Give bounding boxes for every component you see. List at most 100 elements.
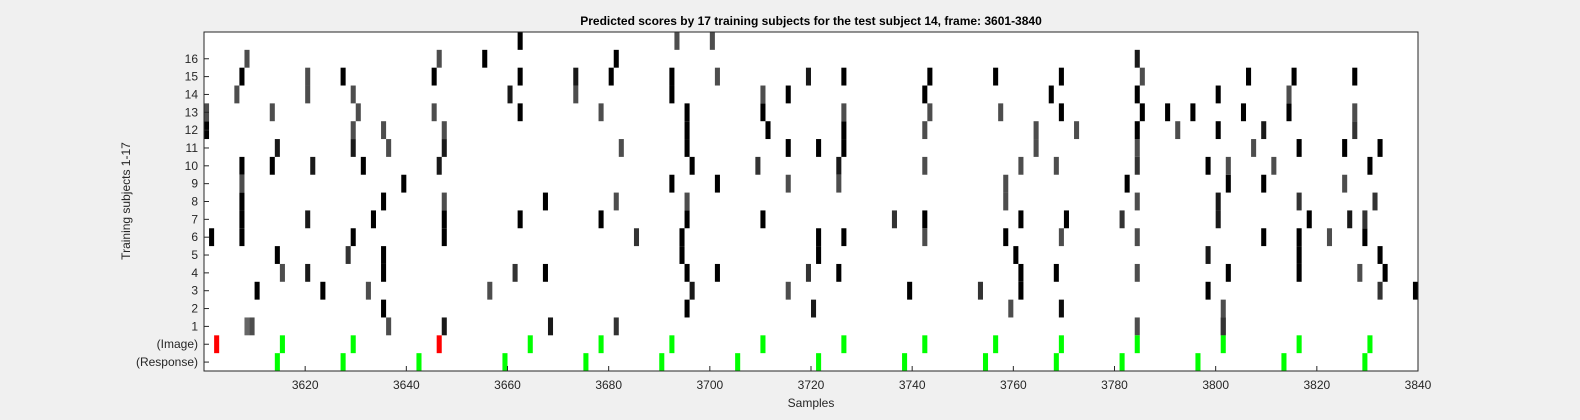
score-cell	[1018, 156, 1024, 175]
response-marker	[274, 353, 280, 371]
score-cell	[714, 263, 720, 282]
score-cell	[1352, 121, 1358, 140]
score-cell	[1215, 121, 1221, 140]
image-event-marker	[436, 335, 442, 354]
score-cell	[1033, 121, 1039, 140]
score-cell	[841, 228, 847, 247]
score-cell	[274, 246, 280, 264]
score-cell	[305, 210, 311, 229]
score-cell	[1058, 299, 1064, 318]
image-event-marker	[598, 335, 604, 354]
score-cell	[684, 299, 690, 318]
score-cell	[573, 85, 579, 104]
score-cell	[977, 281, 983, 300]
x-tick-label: 3720	[798, 378, 825, 392]
score-cell	[1261, 228, 1267, 247]
score-cell	[431, 103, 437, 122]
score-cell	[1342, 139, 1348, 157]
score-cell	[841, 139, 847, 157]
response-marker	[1119, 353, 1125, 371]
score-cell	[608, 67, 614, 86]
response-marker	[1281, 353, 1287, 371]
score-cell	[1063, 210, 1069, 229]
y-tick-label: 11	[186, 141, 199, 155]
score-cell	[517, 103, 523, 122]
image-event-marker	[993, 335, 999, 354]
score-cell	[1205, 246, 1211, 264]
score-cell	[1372, 192, 1378, 211]
score-cell	[350, 85, 356, 104]
x-tick-labels: 3620 3640 3660 3680 3700 3720 3740 3760 3780 3800…	[292, 366, 1432, 392]
score-cell	[1033, 139, 1039, 157]
image-event-marker	[760, 335, 766, 354]
score-cell	[1296, 228, 1302, 247]
score-cell	[684, 263, 690, 282]
score-cell	[679, 228, 685, 247]
score-cell	[684, 210, 690, 229]
score-cell	[340, 67, 346, 86]
score-cell	[1134, 156, 1140, 175]
y-tick-label: 2	[191, 302, 198, 316]
score-cell	[436, 156, 442, 175]
score-cell	[922, 121, 928, 140]
chart-title: Predicted scores by 17 training subjects…	[580, 14, 1042, 28]
score-cell	[1352, 103, 1358, 122]
image-event-marker	[1134, 335, 1140, 354]
score-cell	[370, 210, 376, 229]
score-cell	[1382, 263, 1388, 282]
score-cell	[1225, 156, 1231, 175]
score-cell	[760, 210, 766, 229]
score-cell	[1362, 228, 1368, 247]
score-cell	[305, 85, 311, 104]
score-cell	[805, 263, 811, 282]
image-event-marker	[350, 335, 356, 354]
score-cell	[1008, 299, 1014, 318]
score-cell	[381, 246, 387, 264]
score-cell	[1074, 121, 1080, 140]
score-cell	[269, 156, 275, 175]
score-cell	[254, 281, 260, 300]
y-tick-label: 9	[191, 177, 198, 191]
score-cell	[239, 210, 245, 229]
events-layer	[214, 335, 1373, 371]
score-cell	[507, 85, 513, 104]
score-cell	[1251, 139, 1257, 157]
response-marker	[1195, 353, 1201, 371]
x-tick-label: 3780	[1101, 378, 1128, 392]
score-cell	[679, 246, 685, 264]
score-cell	[922, 210, 928, 229]
score-cell	[305, 263, 311, 282]
score-cell	[1205, 281, 1211, 300]
score-cell	[816, 139, 822, 157]
x-tick-label: 3760	[1000, 378, 1027, 392]
score-cell	[714, 174, 720, 193]
score-cell	[1412, 281, 1418, 300]
image-event-marker	[527, 335, 533, 354]
score-cell	[1134, 228, 1140, 247]
image-event-marker	[1296, 335, 1302, 354]
score-cell	[1352, 67, 1358, 86]
score-cell	[1053, 156, 1059, 175]
y-tick-label: 3	[191, 284, 198, 298]
x-tick-label: 3620	[292, 378, 319, 392]
score-cell	[1296, 263, 1302, 282]
score-cell	[927, 103, 933, 122]
score-cell	[1357, 263, 1363, 282]
image-event-marker	[1058, 335, 1064, 354]
score-cell	[1296, 192, 1302, 211]
response-marker	[1053, 353, 1059, 371]
y-tick-label: (Image)	[157, 337, 198, 351]
y-axis-label: Training subjects 1-17	[119, 142, 133, 260]
score-cell	[547, 317, 554, 336]
score-cell	[1134, 49, 1140, 68]
score-cell	[1261, 121, 1267, 140]
score-cell	[441, 192, 447, 211]
score-cell	[714, 67, 720, 86]
response-marker	[583, 353, 589, 371]
x-tick-label: 3840	[1405, 378, 1432, 392]
score-cell	[836, 156, 842, 175]
score-cell	[785, 85, 791, 104]
score-cell	[1377, 246, 1383, 264]
score-cell	[922, 85, 928, 104]
